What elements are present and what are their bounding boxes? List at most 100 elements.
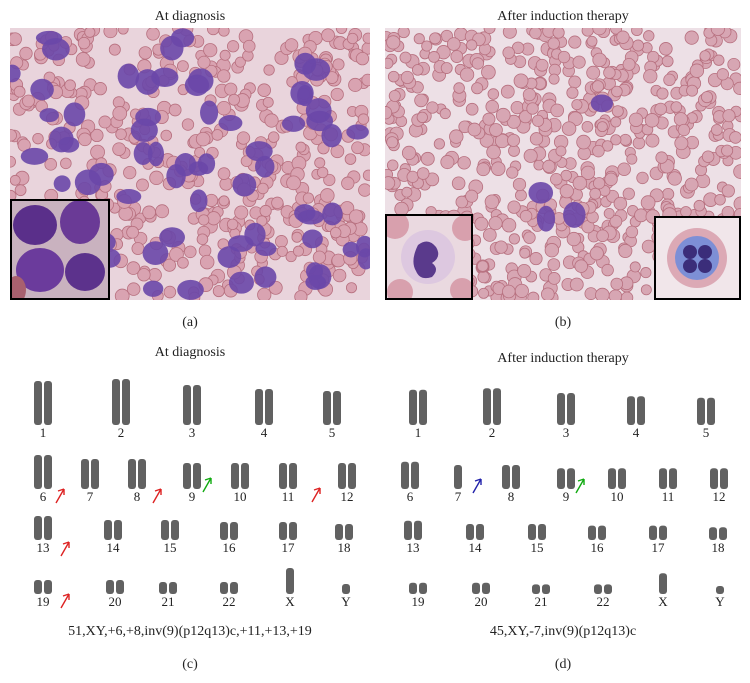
red-cell (661, 55, 674, 68)
red-cell (330, 227, 342, 239)
chromosome (414, 520, 422, 540)
chromosome (588, 525, 596, 540)
red-cell (628, 112, 644, 127)
red-cell (440, 62, 453, 74)
chromosome (472, 582, 480, 594)
chromosome-number: X (658, 594, 668, 609)
red-cell (218, 28, 230, 37)
red-cell (388, 89, 401, 102)
red-cell (729, 131, 741, 144)
red-cell (552, 28, 565, 39)
chromosome-number: 8 (134, 489, 141, 504)
blast-cell (177, 279, 204, 300)
red-cell (112, 106, 128, 121)
red-cell (399, 51, 412, 64)
blast-cell (228, 271, 254, 294)
red-cell (271, 196, 284, 209)
red-cell (670, 101, 683, 113)
arrow (60, 593, 70, 609)
red-cell (620, 291, 634, 300)
red-cell (667, 171, 682, 186)
chromosome-number: Y (715, 594, 725, 609)
red-cell (517, 263, 532, 278)
red-cell (295, 141, 307, 153)
chromosome (557, 468, 565, 489)
karyotype: 51,XY,+6,+8,inv(9)(p12q13)c,+11,+13,+19 (68, 624, 312, 639)
red-cell (234, 205, 249, 220)
red-cell (640, 284, 652, 296)
red-cell (610, 277, 624, 291)
chromosome (34, 580, 42, 594)
chromosome-number: 14 (107, 540, 121, 555)
red-cell (362, 169, 370, 181)
chromosome (618, 468, 626, 489)
red-cell (32, 132, 44, 145)
chromosome (265, 389, 273, 425)
red-cell (348, 77, 363, 92)
red-cell (259, 204, 272, 218)
red-cell (586, 65, 601, 80)
chromosome (627, 396, 635, 425)
red-cell (168, 103, 182, 117)
red-cell (10, 174, 21, 186)
red-cell (684, 177, 699, 192)
chromosome (411, 461, 419, 489)
red-cell (643, 30, 655, 42)
chromosome-number: 8 (508, 489, 515, 504)
red-cell (604, 172, 618, 186)
red-cell (195, 131, 211, 147)
red-cell (531, 114, 545, 127)
red-cell (581, 120, 594, 133)
red-cell (236, 131, 251, 145)
chromosome-number: 17 (652, 540, 666, 555)
red-cell (701, 91, 714, 104)
chromosome (104, 520, 112, 540)
blast-cell (528, 181, 554, 204)
chromosome (342, 584, 350, 594)
arrow-head (474, 478, 482, 485)
red-cell (355, 51, 370, 66)
red-cell (576, 134, 591, 150)
chromosome-number: 7 (87, 489, 94, 504)
chromosome-number: 16 (591, 540, 605, 555)
red-cell (592, 28, 607, 36)
chromosome-number: 5 (329, 425, 336, 440)
red-cell (547, 37, 560, 50)
chromosome (594, 584, 602, 594)
chromosome (348, 463, 356, 489)
chromosome (493, 388, 501, 425)
chromosome (122, 379, 130, 425)
red-cell (218, 195, 230, 207)
chromosome-number: 4 (633, 425, 640, 440)
red-cell (228, 93, 240, 106)
red-cell (411, 64, 424, 76)
red-cell (640, 267, 652, 279)
blast-cell (218, 114, 243, 132)
blast-cell (116, 189, 142, 204)
blast-cell (232, 173, 257, 197)
red-cell (226, 40, 240, 53)
chromosome (669, 468, 677, 489)
chromosome-number: X (285, 594, 295, 609)
red-cell (224, 82, 238, 96)
chromosome-number: 21 (162, 594, 175, 609)
red-cell (117, 28, 129, 35)
red-cell (643, 69, 658, 84)
chromosome (34, 455, 42, 489)
red-cell (19, 46, 33, 61)
inset-frame (654, 216, 741, 300)
chromosome (114, 520, 122, 540)
arrow-head (62, 541, 70, 548)
red-cell (155, 204, 170, 219)
chromosome (697, 397, 705, 425)
red-cell (502, 284, 516, 299)
red-cell (544, 243, 560, 258)
red-cell (608, 289, 623, 300)
panel-label: (a) (182, 315, 198, 330)
chromosome (34, 381, 42, 425)
blast-cell (166, 164, 186, 189)
blast-cell (305, 98, 332, 124)
red-cell (401, 186, 413, 198)
red-cell (519, 209, 533, 223)
